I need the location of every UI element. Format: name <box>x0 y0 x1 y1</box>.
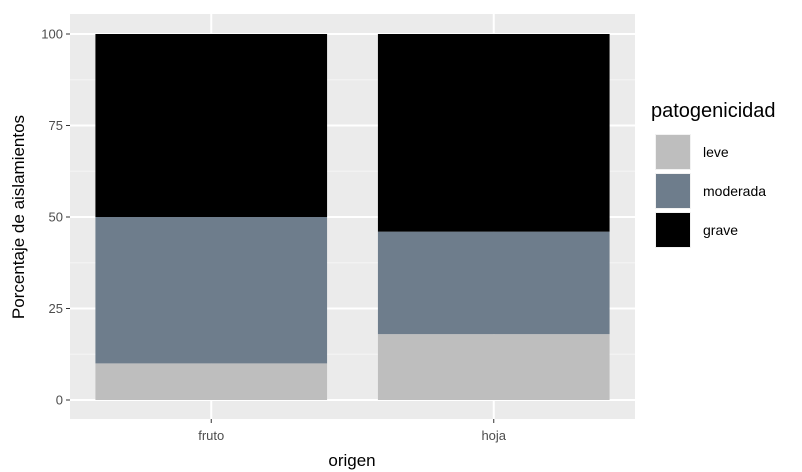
legend-key-leve <box>656 135 690 169</box>
legend-title: patogenicidad <box>651 100 776 122</box>
bar-layer <box>95 34 610 400</box>
bar-hoja-moderada <box>377 231 610 335</box>
legend-items: leve moderada grave <box>655 134 766 248</box>
y-tick-label: 50 <box>49 210 63 225</box>
legend: patogenicidad leve moderada grave <box>651 100 776 248</box>
bar-fruto-moderada <box>95 217 328 364</box>
y-axis-title: Porcentaje de aislamientos <box>9 115 28 319</box>
legend-label-moderada: moderada <box>703 183 766 199</box>
legend-label-grave: grave <box>703 222 738 238</box>
x-tick-label: hoja <box>481 428 506 443</box>
legend-label-leve: leve <box>703 144 729 160</box>
y-tick-label: 75 <box>49 118 63 133</box>
bar-fruto-grave <box>95 34 328 217</box>
y-axis-ticks: 0 25 50 75 100 <box>41 27 70 408</box>
legend-key-grave <box>656 213 690 247</box>
bar-hoja-grave <box>377 34 610 232</box>
legend-key-moderada <box>656 174 690 208</box>
bar-fruto-leve <box>95 363 328 400</box>
y-tick-label: 25 <box>49 301 63 316</box>
y-tick-label: 0 <box>56 393 63 408</box>
y-tick-label: 100 <box>41 27 63 42</box>
x-axis-title: origen <box>328 451 375 470</box>
x-tick-label: fruto <box>198 428 224 443</box>
x-axis-ticks: fruto hoja <box>198 419 507 443</box>
bar-hoja-leve <box>377 334 610 400</box>
